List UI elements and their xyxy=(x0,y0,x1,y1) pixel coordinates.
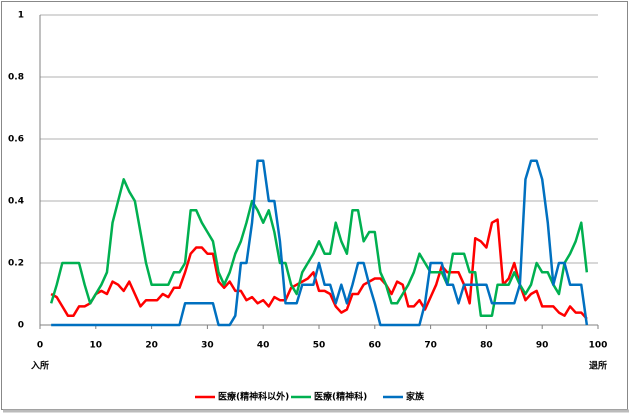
x-tick-label: 10 xyxy=(90,341,103,351)
x-tick-label: 100 xyxy=(589,341,608,351)
legend-label: 家族 xyxy=(406,391,425,403)
x-tick-label: 20 xyxy=(145,341,158,351)
y-tick-label: 0 xyxy=(18,321,24,331)
x-tick-label: 40 xyxy=(257,341,270,351)
y-tick-label: 0.8 xyxy=(8,73,24,83)
series-line xyxy=(51,159,589,327)
y-tick-label: 0.4 xyxy=(8,197,24,207)
y-tick-label: 0.2 xyxy=(8,259,24,269)
x-tick-label: 50 xyxy=(313,341,326,351)
x-tick-label: 0 xyxy=(37,341,43,351)
end-label: 退所 xyxy=(589,360,607,372)
x-tick-label: 80 xyxy=(480,341,493,351)
x-tick-label: 90 xyxy=(536,341,549,351)
legend-label: 医療(精神科) xyxy=(314,391,367,403)
x-tick-label: 60 xyxy=(369,341,382,351)
start-label: 入所 xyxy=(30,360,49,372)
x-tick-label: 70 xyxy=(424,341,437,351)
y-tick-label: 1 xyxy=(18,11,24,21)
series-line xyxy=(50,218,588,320)
x-tick-label: 30 xyxy=(201,341,214,351)
legend-label: 医療(精神科以外) xyxy=(218,391,289,403)
y-tick-label: 0.6 xyxy=(8,135,24,145)
series-line xyxy=(49,178,589,317)
